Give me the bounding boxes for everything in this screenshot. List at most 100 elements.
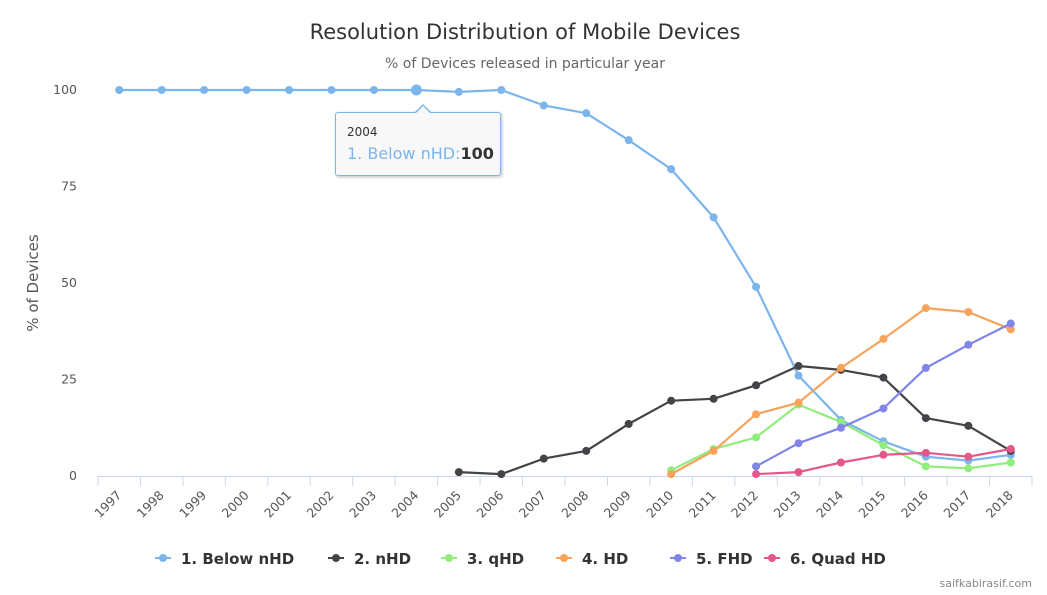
y-tick-label: 75 [61,179,77,194]
data-point [539,454,548,463]
legend-item[interactable]: 5. FHD [670,550,753,568]
x-tick-label: 2012 [728,488,761,521]
data-point [879,404,888,413]
chart-title: Resolution Distribution of Mobile Device… [310,20,741,44]
data-point [794,398,803,407]
x-tick-label: 2013 [771,488,804,521]
x-tick-label: 2014 [813,487,846,520]
legend-label: 5. FHD [696,550,753,568]
x-tick-label: 2016 [898,487,931,520]
data-point [285,86,294,94]
data-point [836,458,845,467]
data-point [242,86,251,94]
series-layer [115,84,1015,479]
data-point [752,433,761,442]
data-point [752,282,761,291]
x-tick-label: 2018 [983,487,1016,520]
data-point [879,373,888,382]
x-tick-label: 2003 [346,488,379,521]
series-line [118,88,1012,462]
legend-marker [159,554,167,562]
data-point [200,86,209,94]
x-tick-label: 1998 [134,487,167,520]
data-point [157,86,166,94]
x-tick-label: 2009 [601,487,634,520]
data-point [836,417,845,426]
data-point [369,86,378,94]
data-point [454,87,463,96]
y-axis-ticks: 0 25 50 75 100 [53,82,77,483]
data-point [879,450,888,459]
data-point [410,84,422,96]
data-point [709,394,718,403]
data-point [752,381,761,390]
data-point [667,396,676,405]
data-point [752,470,761,479]
data-point [1006,319,1015,328]
legend-label: 1. Below nHD [181,550,294,568]
x-tick-label: 2011 [686,488,719,521]
series-line [457,364,1012,476]
data-point [497,86,506,94]
series-nhd [454,361,1015,479]
tooltip-value: 100 [460,144,494,163]
data-point [539,101,548,110]
y-tick-label: 25 [61,372,77,387]
legend-item[interactable]: 1. Below nHD [155,550,294,568]
data-point [624,136,633,145]
data-point [921,414,930,423]
data-point [794,439,803,448]
x-tick-label: 2017 [940,488,973,521]
x-tick-label: 2007 [516,488,549,521]
y-tick-label: 0 [69,468,77,483]
data-point [964,340,973,349]
data-point [921,363,930,372]
chart-subtitle: % of Devices released in particular year [385,56,665,72]
y-axis-title: % of Devices [24,234,42,332]
tooltip-year: 2004 [347,125,378,139]
legend: 1. Below nHD 2. nHD 3. qHD 4. HD 5. FHD 6. Qu… [155,550,886,568]
data-point [667,470,676,479]
data-point [624,419,633,428]
data-point [836,423,845,432]
y-tick-label: 50 [61,275,77,290]
x-tick-label: 2010 [643,487,676,520]
data-point [964,307,973,316]
legend-item[interactable]: 6. Quad HD [764,550,886,568]
x-tick-label: 2002 [304,488,337,521]
legend-item[interactable]: 4. HD [556,550,628,568]
data-point [115,86,124,94]
tooltip: 2004 1. Below nHD:100 [335,112,501,176]
credit-text[interactable]: saifkabirasif.com [940,577,1032,590]
data-point [1006,458,1015,467]
tooltip-series-label: 1. Below nHD: [347,144,461,163]
x-tick-label: 1999 [176,487,209,520]
data-point [794,468,803,477]
legend-item[interactable]: 2. nHD [328,550,411,568]
x-tick-label: 1997 [91,488,124,521]
tooltip-caret-inner [415,106,431,114]
y-tick-label: 100 [53,82,77,97]
legend-marker [332,554,340,562]
data-point [582,446,591,455]
data-point [921,448,930,457]
legend-marker [560,554,568,562]
tooltip-series-line: 1. Below nHD:100 [347,144,494,163]
data-point [709,446,718,455]
data-point [752,462,761,471]
series-line [670,307,1012,476]
legend-label: 6. Quad HD [790,550,886,568]
data-point [1006,325,1015,334]
data-point [752,410,761,419]
x-tick-label: 2005 [431,488,464,521]
legend-label: 3. qHD [467,550,524,568]
x-axis: 1997 1998 1999 2000 2001 2002 2003 2004 2005 2006… [91,476,1033,521]
data-point [667,165,676,174]
series-quad-hd [752,444,1015,479]
legend-label: 4. HD [582,550,628,568]
data-point [327,86,336,94]
legend-item[interactable]: 3. qHD [441,550,524,568]
data-point [709,213,718,222]
data-point [879,334,888,343]
